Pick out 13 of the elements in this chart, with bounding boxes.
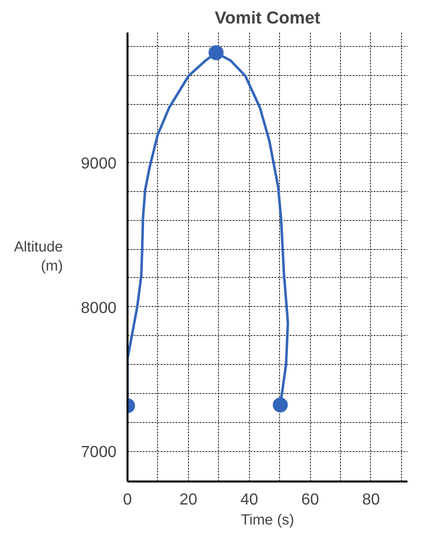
point [272,397,288,412]
chart-title: Vomit Comet [214,8,321,28]
x-tick-label: 40 [240,492,258,508]
x-axis-title: Time (s) [240,512,294,528]
x-tick-label: 80 [362,492,380,508]
x-tick-label: 60 [301,492,320,508]
y-tick-label: 7000 [80,444,117,462]
y-tick-label: 9000 [80,155,117,172]
y-tick-label: 8000 [80,300,117,317]
point [208,45,224,60]
x-tick-label: 0 [123,492,132,508]
y-axis-title: Altitude (m) [14,239,63,275]
x-tick-label: 20 [179,492,198,508]
